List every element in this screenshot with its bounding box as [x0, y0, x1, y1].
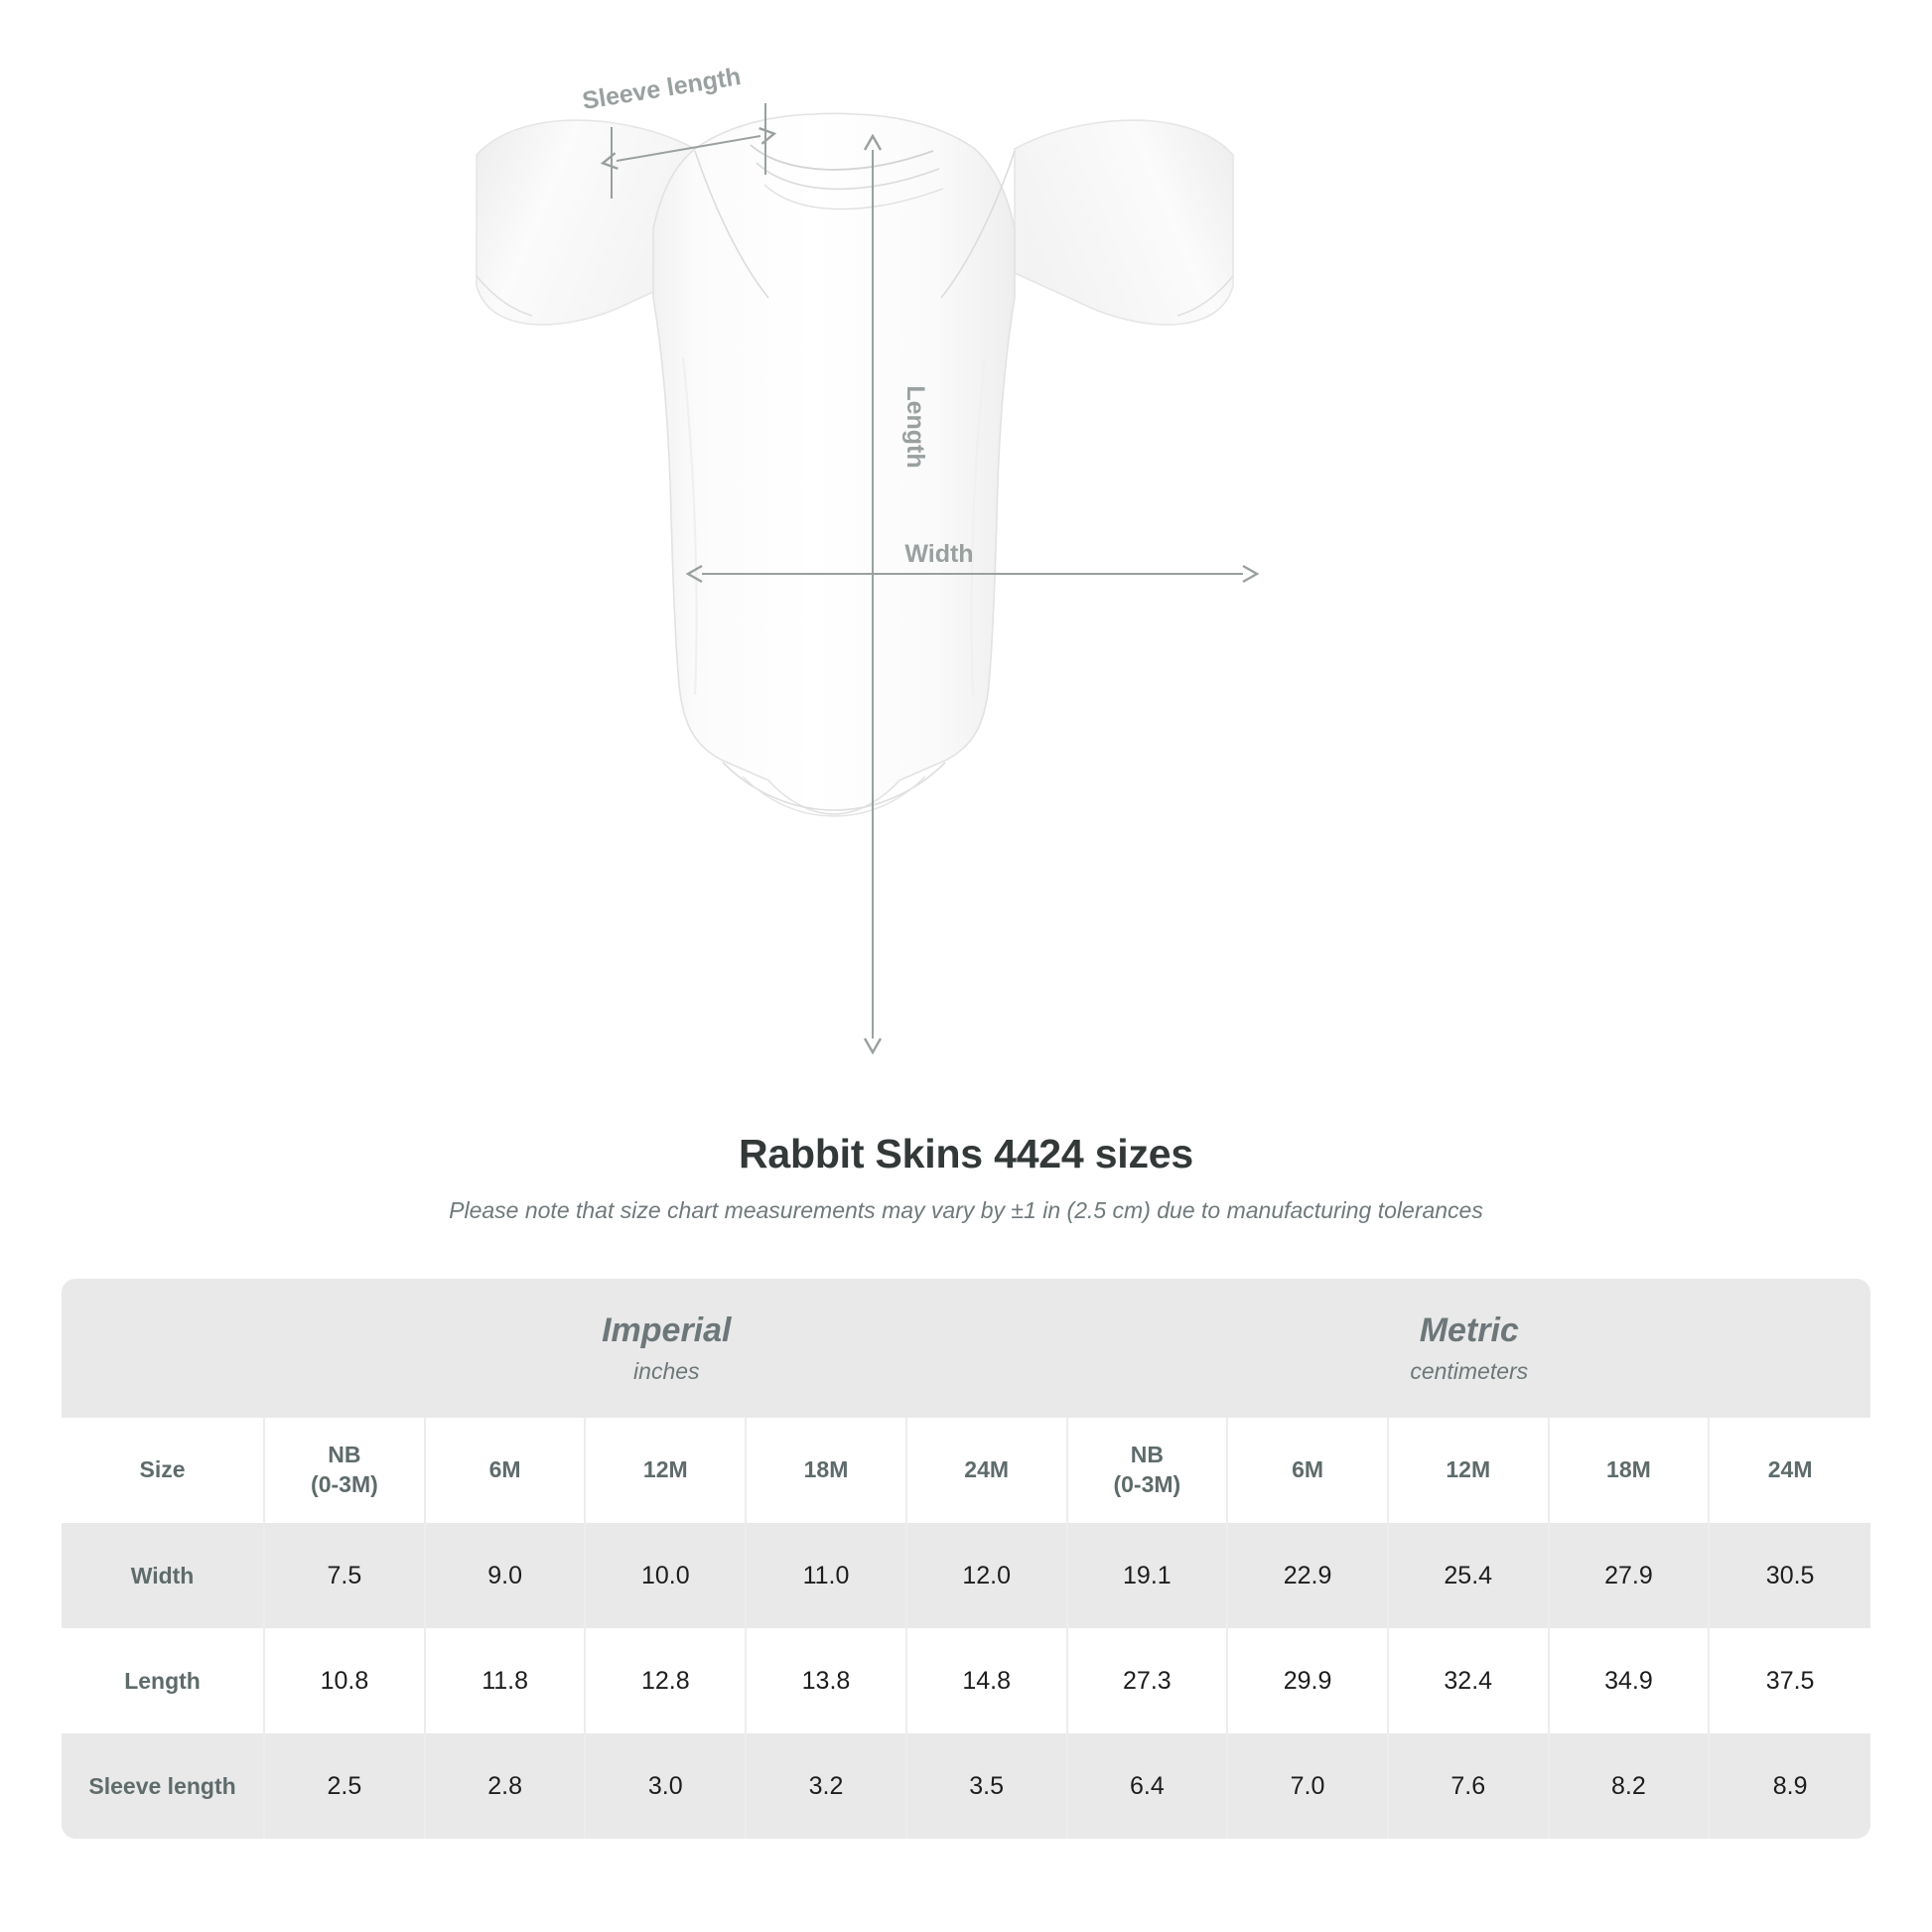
header-cell-imperial-12m: 12M [586, 1418, 748, 1523]
width-label: Width [904, 540, 973, 568]
header-cell-imperial-24m: 24M [906, 1418, 1068, 1523]
cell-sleeve-metric-24m: 8.9 [1710, 1733, 1870, 1839]
cell-length-imperial-nb: 10.8 [265, 1628, 426, 1733]
unit-name-metric: Metric [1419, 1311, 1519, 1350]
cell-width-imperial-18m: 11.0 [747, 1523, 907, 1628]
header-nb-line2: (0-3M) [311, 1471, 378, 1497]
cell-length-metric-6m: 29.9 [1228, 1628, 1389, 1733]
cell-width-metric-12m: 25.4 [1388, 1523, 1550, 1628]
page-title: Rabbit Skins 4424 sizes [738, 1131, 1193, 1176]
cell-sleeve-imperial-6m: 2.8 [425, 1733, 587, 1839]
bodysuit-illustration: Sleeve length Length Width [476, 63, 1932, 1112]
cell-width-metric-6m: 22.9 [1228, 1523, 1389, 1628]
unit-banner-spacer [62, 1279, 266, 1418]
cell-width-imperial-6m: 9.0 [425, 1523, 587, 1628]
cell-width-imperial-12m: 10.0 [586, 1523, 748, 1628]
cell-sleeve-imperial-24m: 3.5 [906, 1733, 1068, 1839]
table-row: Sleeve length 2.5 2.8 3.0 3.2 3.5 6.4 7.… [62, 1733, 1870, 1839]
cell-length-metric-nb: 27.3 [1067, 1628, 1229, 1733]
cell-width-imperial-nb: 7.5 [265, 1523, 426, 1628]
cell-length-imperial-6m: 11.8 [425, 1628, 587, 1733]
cell-width-metric-nb: 19.1 [1067, 1523, 1229, 1628]
cell-sleeve-imperial-18m: 3.2 [747, 1733, 907, 1839]
cell-width-metric-24m: 30.5 [1710, 1523, 1870, 1628]
header-cell-imperial-6m: 6M [425, 1418, 587, 1523]
size-chart-table-wrapper: Imperial inches Metric centimeters Size … [62, 1279, 1870, 1839]
cell-length-metric-24m: 37.5 [1710, 1628, 1870, 1733]
cell-width-metric-18m: 27.9 [1549, 1523, 1711, 1628]
cell-length-metric-18m: 34.9 [1549, 1628, 1711, 1733]
header-cell-metric-18m: 18M [1549, 1418, 1711, 1523]
header-cell-metric-6m: 6M [1228, 1418, 1389, 1523]
garment-shape [476, 112, 1234, 817]
cell-sleeve-metric-18m: 8.2 [1549, 1733, 1711, 1839]
length-label: Length [901, 385, 929, 468]
unit-name-imperial: Imperial [602, 1311, 732, 1350]
garment-diagram: Sleeve length Length Width [476, 63, 1932, 1112]
header-nb-line1: NB [1130, 1442, 1164, 1468]
header-cell-metric-nb: NB (0-3M) [1067, 1418, 1229, 1523]
title-block: Rabbit Skins 4424 sizes Please note that… [0, 1130, 1932, 1225]
cell-sleeve-imperial-nb: 2.5 [265, 1733, 426, 1839]
size-header-row: Size NB (0-3M) 6M 12M 18M 24M NB (0-3M) … [62, 1418, 1870, 1523]
unit-sub-imperial: inches [633, 1358, 700, 1385]
header-cell-size: Size [62, 1418, 266, 1523]
size-chart-table: Imperial inches Metric centimeters Size … [62, 1279, 1870, 1839]
table-row: Width 7.5 9.0 10.0 11.0 12.0 19.1 22.9 2… [62, 1523, 1870, 1628]
cell-sleeve-metric-12m: 7.6 [1388, 1733, 1550, 1839]
sleeve-length-annotation [612, 103, 765, 199]
cell-length-imperial-12m: 12.8 [586, 1628, 748, 1733]
cell-length-imperial-18m: 13.8 [747, 1628, 907, 1733]
header-cell-metric-24m: 24M [1710, 1418, 1870, 1523]
header-nb-line1: NB [328, 1442, 361, 1468]
unit-banner-imperial: Imperial inches [265, 1279, 1068, 1418]
row-label-length: Length [62, 1628, 266, 1733]
header-cell-imperial-18m: 18M [747, 1418, 907, 1523]
unit-banner-metric: Metric centimeters [1067, 1279, 1870, 1418]
cell-length-metric-12m: 32.4 [1388, 1628, 1550, 1733]
row-label-sleeve-length: Sleeve length [62, 1733, 266, 1839]
header-cell-imperial-nb: NB (0-3M) [265, 1418, 426, 1523]
cell-sleeve-metric-6m: 7.0 [1228, 1733, 1389, 1839]
table-row: Length 10.8 11.8 12.8 13.8 14.8 27.3 29.… [62, 1628, 1870, 1733]
page-subtitle: Please note that size chart measurements… [449, 1197, 1483, 1224]
unit-banner-row: Imperial inches Metric centimeters [62, 1279, 1870, 1418]
sleeve-length-label: Sleeve length [581, 63, 744, 115]
header-nb-line2: (0-3M) [1113, 1471, 1181, 1497]
unit-sub-metric: centimeters [1410, 1358, 1529, 1385]
cell-length-imperial-24m: 14.8 [906, 1628, 1068, 1733]
cell-width-imperial-24m: 12.0 [906, 1523, 1068, 1628]
header-cell-metric-12m: 12M [1388, 1418, 1550, 1523]
cell-sleeve-metric-nb: 6.4 [1067, 1733, 1229, 1839]
cell-sleeve-imperial-12m: 3.0 [586, 1733, 748, 1839]
row-label-width: Width [62, 1523, 266, 1628]
